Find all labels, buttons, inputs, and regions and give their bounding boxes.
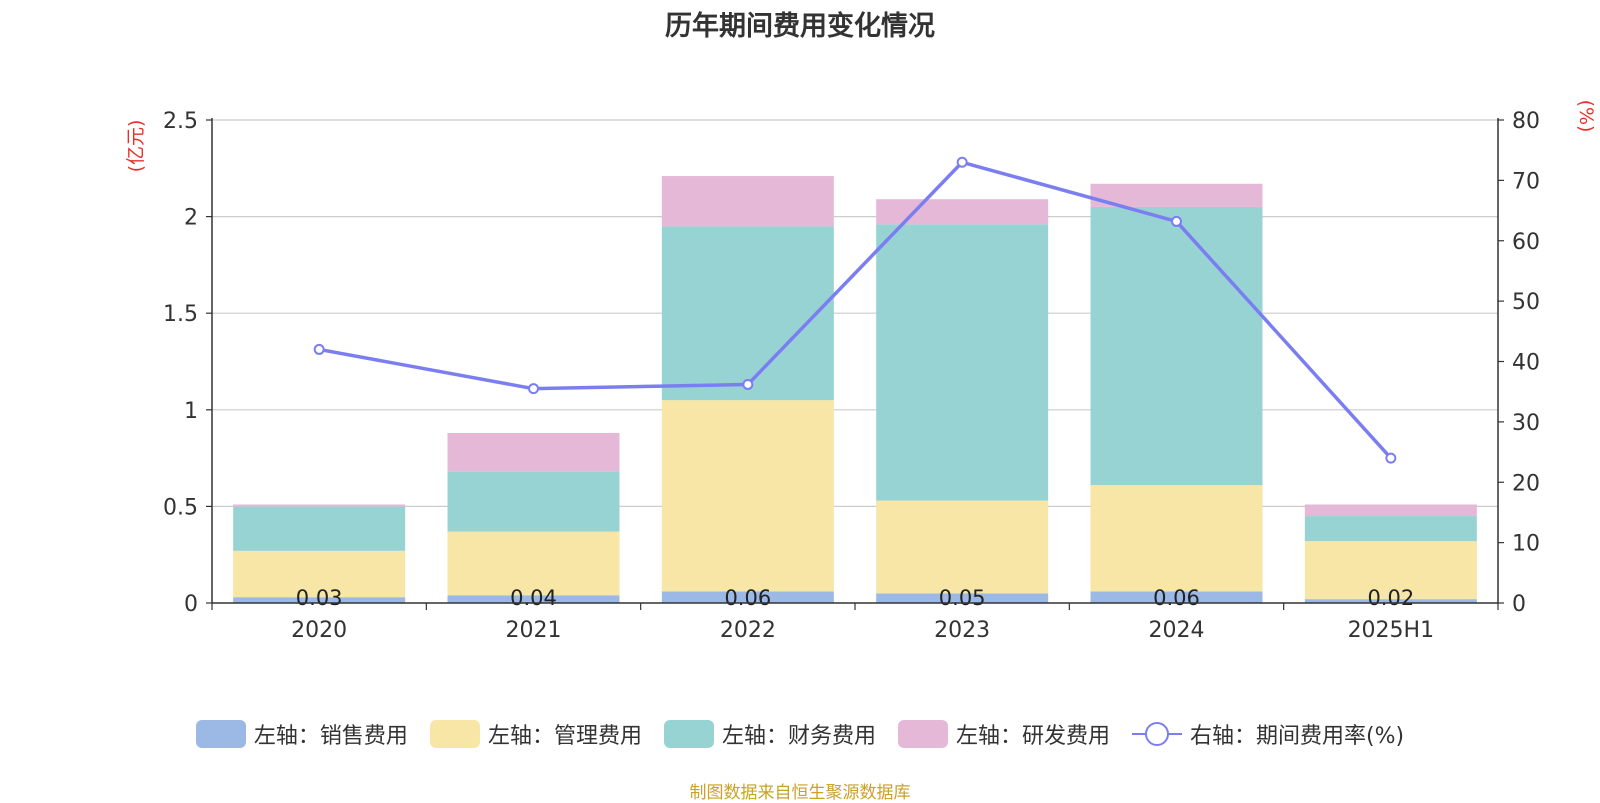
legend-swatch-rd	[897, 720, 948, 748]
bar-data-label: 0.04	[510, 586, 557, 610]
legend-item-finance[interactable]: 左轴：财务费用	[663, 718, 876, 750]
bar-sales	[447, 595, 620, 603]
x-tick-label: 2023	[934, 618, 990, 643]
bar-rd	[447, 432, 620, 472]
bar-data-label: 0.02	[1367, 586, 1414, 610]
left-tick-label: 1	[184, 399, 198, 424]
right-tick-label: 30	[1512, 411, 1540, 436]
chart-title: 历年期间费用变化情况	[665, 11, 935, 42]
left-tick-label: 2	[184, 206, 198, 231]
rate-point	[1171, 215, 1182, 227]
left-tick-label: 2.5	[163, 109, 198, 134]
left-tick-label: 1.5	[163, 302, 198, 327]
bar-sales	[661, 591, 834, 603]
rate-point	[1385, 452, 1397, 464]
bar-data-label: 0.06	[724, 586, 771, 610]
bar-sales	[1090, 591, 1263, 603]
legend-item-rd[interactable]: 左轴：研发费用	[897, 718, 1110, 750]
bar-admin	[1304, 541, 1477, 600]
bar-finance	[233, 506, 406, 551]
legend-label-finance: 左轴：财务费用	[721, 724, 876, 749]
rate-point	[313, 343, 325, 355]
left-tick-label: 0	[184, 592, 198, 617]
bar-rd	[1304, 504, 1477, 517]
bar-sales	[876, 593, 1049, 603]
bar-data-label: 0.03	[296, 586, 343, 610]
bar-admin	[447, 531, 620, 596]
right-tick-label: 70	[1512, 169, 1540, 194]
rate-line	[318, 160, 1393, 460]
left-tick-label: 0.5	[163, 495, 198, 520]
x-tick-label: 2025H1	[1348, 618, 1435, 643]
bar-rd	[661, 176, 834, 227]
bar-admin	[233, 550, 406, 598]
bar-admin	[1090, 485, 1263, 592]
x-tick-label: 2022	[720, 618, 776, 643]
legend-item-admin[interactable]: 左轴：管理费用	[429, 718, 642, 750]
right-tick-label: 60	[1512, 230, 1540, 255]
right-tick-label: 50	[1512, 290, 1540, 315]
x-tick-label: 2021	[506, 618, 562, 643]
legend-swatch-sales	[195, 720, 246, 748]
left-axis-unit-label: (亿元)	[125, 120, 147, 173]
chart-area: 0 0.5 1 1.5 2 2.5 0 10 20 30 40 50 60 70 80 (亿元) (%) 0.03…	[125, 100, 1597, 643]
legend-label-admin: 左轴：管理费用	[487, 724, 642, 749]
legend-label-rate: 右轴：期间费用率(%)	[1189, 724, 1405, 749]
legend-label-rd: 左轴：研发费用	[955, 724, 1110, 749]
bar-rd	[876, 199, 1049, 225]
x-tick-label: 2020	[291, 618, 347, 643]
rate-point	[742, 378, 754, 390]
rate-point	[528, 383, 539, 395]
source-note: 制图数据来自恒生聚源数据库	[689, 783, 911, 803]
bar-finance	[661, 226, 834, 401]
x-tick-label: 2024	[1149, 618, 1205, 643]
right-tick-label: 80	[1512, 109, 1540, 134]
bar-finance	[1304, 516, 1477, 542]
legend-item-sales[interactable]: 左轴：销售费用	[195, 718, 408, 750]
bar-sales	[1304, 599, 1477, 603]
legend-item-rate[interactable]: 右轴：期间费用率(%)	[1131, 718, 1405, 750]
bar-admin	[876, 500, 1049, 594]
right-tick-label: 0	[1512, 592, 1526, 617]
right-tick-label: 10	[1512, 532, 1540, 557]
bar-finance	[876, 224, 1049, 501]
right-tick-label: 20	[1512, 471, 1540, 496]
bar-data-label: 0.06	[1153, 586, 1200, 610]
bar-finance	[1090, 206, 1263, 486]
bar-admin	[661, 400, 834, 592]
legend: 左轴：销售费用 左轴：管理费用 左轴：财务费用 左轴：研发费用 右轴：期间费用率…	[0, 718, 1600, 750]
bar-data-label: 0.05	[939, 586, 986, 610]
bar-finance	[447, 471, 620, 532]
legend-label-sales: 左轴：销售费用	[253, 724, 408, 749]
legend-swatch-finance	[663, 720, 714, 748]
bar-rd	[233, 504, 406, 507]
bar-rd	[1090, 183, 1263, 207]
legend-swatch-rate	[1131, 720, 1182, 748]
right-axis-unit-label: (%)	[1575, 100, 1597, 133]
bar-sales	[233, 597, 406, 603]
right-tick-label: 40	[1512, 351, 1540, 376]
rate-point	[956, 156, 968, 168]
legend-swatch-admin	[429, 720, 480, 748]
